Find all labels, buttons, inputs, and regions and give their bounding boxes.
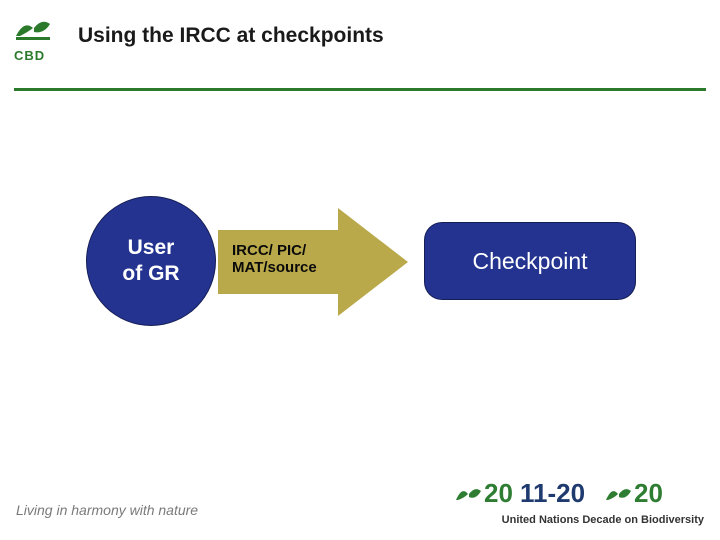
- arrow-label: IRCC/ PIC/ MAT/source: [232, 242, 317, 277]
- leaf-icon: [454, 484, 482, 511]
- year-range: 20 11-20 20: [454, 478, 704, 512]
- decade-logo: 20 11-20 20 United Nations Decade on Bio…: [454, 478, 704, 526]
- node-label-line: of GR: [122, 262, 179, 285]
- divider: [14, 88, 706, 91]
- node-user-of-gr: User of GR: [86, 196, 216, 326]
- year-text: 11-20: [520, 478, 585, 509]
- node-label: User of GR: [122, 235, 179, 288]
- arrow-ircc: IRCC/ PIC/ MAT/source: [218, 208, 408, 316]
- tagline: Living in harmony with nature: [16, 502, 198, 518]
- arrow-label-line: IRCC/ PIC/: [232, 242, 306, 259]
- node-label-line: User: [128, 236, 175, 259]
- cbd-logo: CBD: [14, 16, 56, 63]
- arrow-label-line: MAT/source: [232, 259, 317, 276]
- node-label: Checkpoint: [472, 248, 587, 275]
- node-checkpoint: Checkpoint: [424, 222, 636, 300]
- decade-subtitle: United Nations Decade on Biodiversity: [454, 514, 704, 526]
- cbd-text: CBD: [14, 48, 56, 63]
- page-title: Using the IRCC at checkpoints: [78, 24, 384, 48]
- leaf-icon: [604, 484, 632, 511]
- year-text: 20: [634, 478, 663, 509]
- slide: CBD Using the IRCC at checkpoints User o…: [0, 0, 720, 540]
- year-text: 20: [484, 478, 513, 509]
- flow-diagram: User of GR IRCC/ PIC/ MAT/source Checkpo…: [0, 180, 720, 360]
- leaf-icon: [14, 16, 52, 42]
